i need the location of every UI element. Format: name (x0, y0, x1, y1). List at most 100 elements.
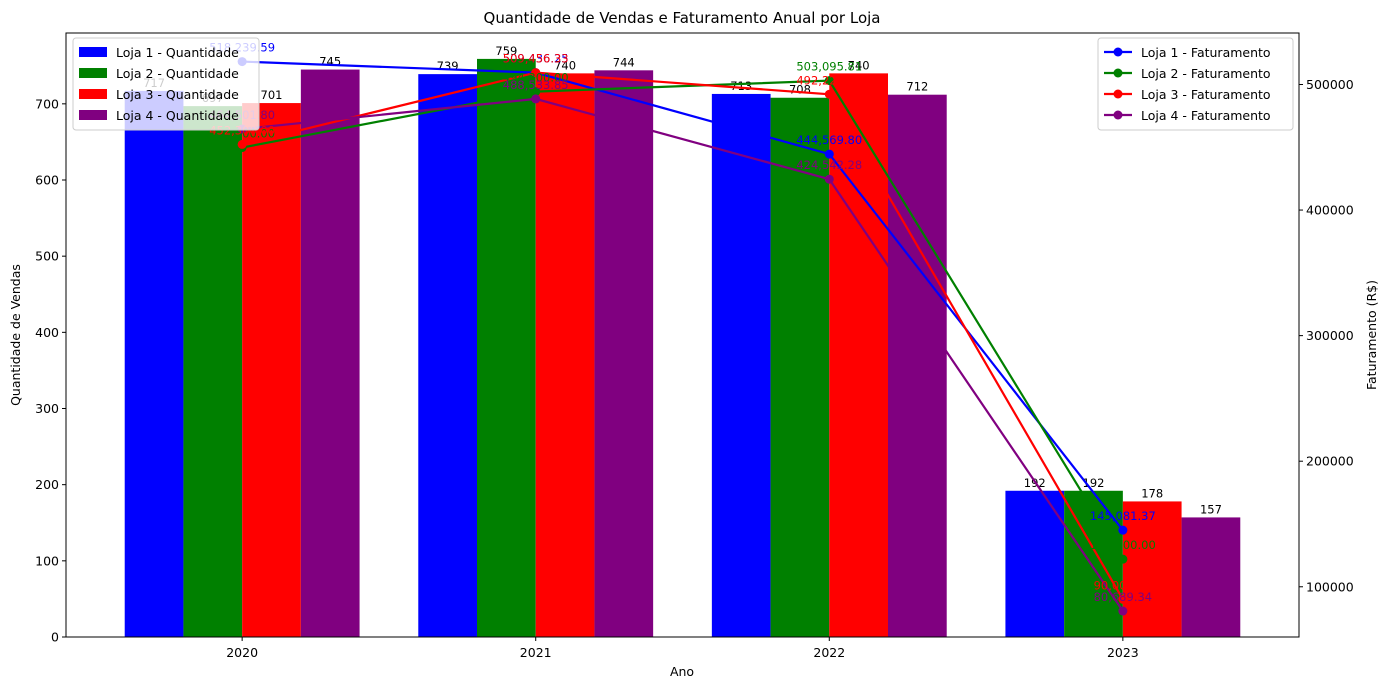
bar-value-label: 739 (437, 59, 459, 73)
bar-value-label: 157 (1200, 502, 1222, 516)
bar-value-label: 178 (1141, 486, 1163, 500)
y2-tick-label: 300000 (1306, 328, 1354, 343)
line-point (824, 76, 834, 86)
chart-title: Quantidade de Vendas e Faturamento Anual… (484, 9, 881, 27)
bar (770, 97, 830, 638)
line-value-label: 145,081.37 (1090, 509, 1156, 523)
legend-swatch (79, 110, 107, 120)
y-tick-label: 500 (35, 249, 59, 264)
bar (124, 90, 184, 638)
legend-marker (1113, 89, 1123, 99)
bar-value-label: 740 (848, 58, 870, 72)
bar (711, 93, 771, 637)
bars-group (124, 58, 1241, 638)
x-axis-label: Ano (670, 664, 694, 679)
y2-tick-label: 200000 (1306, 454, 1354, 469)
line-point (824, 89, 834, 99)
bar-value-label: 759 (495, 44, 517, 58)
legend-marker (1113, 68, 1123, 78)
y-tick-label: 0 (51, 630, 59, 645)
line-series (241, 79, 1124, 560)
line-value-label: 509,456.33 (503, 52, 569, 66)
y-tick-label: 700 (35, 96, 59, 111)
x-tick-label: 2020 (226, 645, 258, 660)
y2-tick-label: 500000 (1306, 77, 1354, 92)
line-value-label: 503,095.81 (796, 60, 862, 74)
legend-marker (1113, 47, 1123, 57)
bar (594, 70, 654, 638)
y2-tick-label: 400000 (1306, 203, 1354, 218)
y-axis-label: Quantidade de Vendas (8, 264, 23, 406)
line-point (824, 174, 834, 184)
legend-marker (1113, 110, 1123, 120)
legend-box (1097, 37, 1294, 131)
y2-axis-label: Faturamento (R$) (1364, 280, 1379, 390)
y2-tick-label: 100000 (1306, 579, 1354, 594)
line-value-label: 488,533.85 (503, 78, 569, 92)
line-point (531, 87, 541, 97)
legend-label: Loja 1 - Quantidade (116, 45, 239, 60)
bar-value-label: 745 (319, 55, 341, 69)
bar-value-label: 744 (613, 55, 635, 69)
line-point (1118, 525, 1128, 535)
legend-label: Loja 1 - Faturamento (1141, 45, 1271, 60)
bar (183, 106, 243, 637)
line-value-label: 444,569.80 (796, 133, 862, 147)
y-tick-label: 100 (35, 553, 59, 568)
line-value-label: 90,000.00 (1094, 578, 1153, 592)
bar (1181, 517, 1241, 637)
line-point (1118, 554, 1128, 564)
y-tick-label: 400 (35, 325, 59, 340)
bar-value-label: 713 (730, 79, 752, 93)
legend-lines: Loja 1 - Faturamento Loja 2 - Faturamento… (1097, 37, 1294, 131)
line-value-label: 122,000.00 (1090, 538, 1156, 552)
legend-swatch (79, 68, 107, 78)
line-point (531, 68, 541, 78)
line-value-label: 492,221.59 (796, 73, 862, 87)
bar (888, 94, 947, 638)
bar (1005, 490, 1065, 637)
x-tick-label: 2022 (813, 645, 845, 660)
legend-bars: Loja 1 - Quantidade Loja 2 - Quantidade Lo… (72, 37, 260, 131)
line-value-label: 509,436.25 (503, 52, 569, 66)
bar (477, 58, 536, 637)
bar (242, 103, 301, 638)
line-series (242, 60, 1124, 531)
line-point (531, 94, 541, 104)
x-tick-label: 2023 (1107, 645, 1139, 660)
x-tick-label: 2021 (520, 645, 552, 660)
line-value-label: 80,689.34 (1094, 590, 1153, 604)
legend-label: Loja 4 - Faturamento (1141, 108, 1271, 123)
line-series (242, 97, 1124, 612)
y-tick-label: 600 (35, 173, 59, 188)
line-series (241, 71, 1124, 600)
y-tick-label: 200 (35, 477, 59, 492)
line-value-label: 424,542.28 (796, 158, 862, 172)
legend-label: Loja 4 - Quantidade (116, 108, 239, 123)
line-point (237, 139, 247, 149)
legend-label: Loja 3 - Faturamento (1141, 87, 1271, 102)
bar (418, 74, 477, 637)
line-value-label: 494,300.00 (503, 71, 569, 85)
bar-value-label: 740 (554, 58, 576, 72)
plot-frame (65, 32, 1300, 638)
line-point (824, 149, 834, 159)
legend-box (72, 37, 260, 131)
legend-label: Loja 2 - Quantidade (116, 66, 239, 81)
bar (535, 73, 595, 637)
bar-value-label: 712 (906, 80, 928, 94)
axes-group: 0 100 200 300 400 500 600 700 100000 200000 300000… (35, 32, 1354, 660)
bar (1122, 501, 1182, 637)
legend-label: Loja 3 - Quantidade (116, 87, 239, 102)
legend-label: Loja 2 - Faturamento (1141, 66, 1271, 81)
bar-value-label: 701 (261, 88, 283, 102)
lines-group (237, 57, 1128, 616)
line-point (1118, 594, 1128, 604)
legend-swatch (79, 47, 107, 57)
y-tick-label: 300 (35, 401, 59, 416)
bar (300, 69, 360, 638)
line-point (1118, 606, 1128, 616)
legend-swatch (79, 89, 107, 99)
